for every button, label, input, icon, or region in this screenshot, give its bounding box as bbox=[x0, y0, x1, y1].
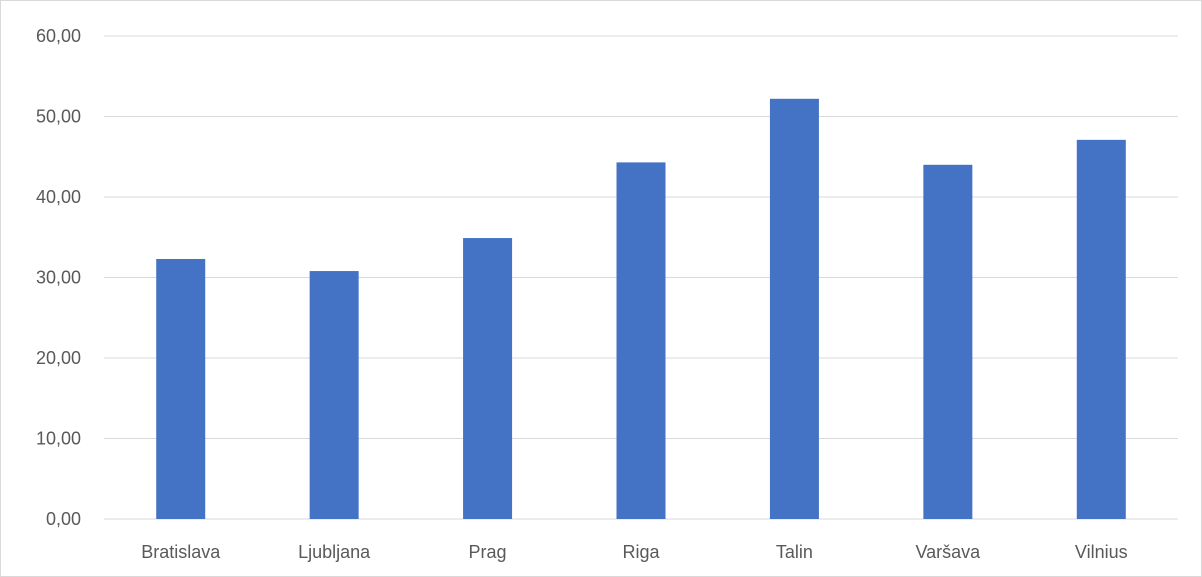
y-tick-label: 50,00 bbox=[36, 107, 81, 127]
x-tick-label: Prag bbox=[469, 542, 507, 562]
x-axis: Bratislava Ljubljana Prag Riga Talin Varšava V… bbox=[141, 542, 1127, 562]
bar-talin bbox=[769, 98, 819, 519]
bars bbox=[156, 98, 1126, 520]
x-tick-label: Ljubljana bbox=[298, 542, 371, 562]
bar-bratislava bbox=[156, 258, 206, 519]
y-tick-label: 30,00 bbox=[36, 268, 81, 288]
x-tick-label: Riga bbox=[622, 542, 660, 562]
x-tick-label: Talin bbox=[776, 542, 813, 562]
bar-prag bbox=[463, 238, 513, 519]
y-tick-label: 40,00 bbox=[36, 187, 81, 207]
x-tick-label: Varšava bbox=[916, 542, 982, 562]
bar-varšava bbox=[923, 164, 973, 520]
y-tick-label: 20,00 bbox=[36, 348, 81, 368]
x-tick-label: Vilnius bbox=[1075, 542, 1128, 562]
y-tick-label: 10,00 bbox=[36, 429, 81, 449]
bar-riga bbox=[616, 162, 666, 519]
y-axis: 0,00 10,00 20,00 30,00 40,00 50,00 60,00 bbox=[36, 26, 81, 529]
bar-ljubljana bbox=[309, 271, 359, 519]
bar-vilnius bbox=[1076, 139, 1126, 519]
y-tick-label: 60,00 bbox=[36, 26, 81, 46]
x-tick-label: Bratislava bbox=[141, 542, 221, 562]
y-tick-label: 0,00 bbox=[46, 509, 81, 529]
